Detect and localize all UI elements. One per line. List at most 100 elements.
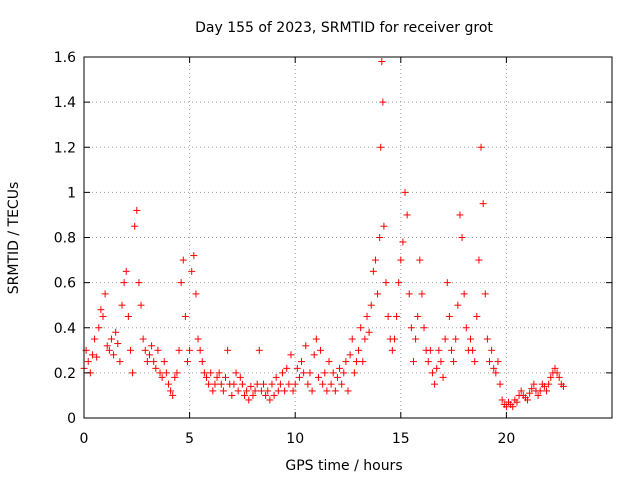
data-point (388, 346, 396, 354)
data-point (443, 279, 451, 287)
y-tick-label: 1.4 (54, 95, 76, 111)
data-point (194, 335, 202, 343)
data-point (222, 373, 230, 381)
data-point (384, 312, 392, 320)
data-point (479, 200, 487, 208)
data-point (103, 342, 111, 350)
data-point (238, 380, 246, 388)
data-point (279, 369, 287, 377)
data-point (164, 380, 172, 388)
data-point (407, 324, 415, 332)
data-point (171, 373, 179, 381)
data-point (420, 324, 428, 332)
data-point (369, 267, 377, 275)
data-point (91, 335, 99, 343)
data-point (378, 58, 386, 66)
x-tick-label: 15 (392, 431, 410, 447)
data-point (547, 373, 555, 381)
data-point (183, 358, 191, 366)
y-tick-label: 1.6 (54, 50, 76, 66)
data-point (466, 335, 474, 343)
data-point (101, 290, 109, 298)
data-point (141, 346, 149, 354)
data-point (390, 335, 398, 343)
data-point (363, 312, 371, 320)
data-point (517, 387, 525, 395)
data-point (234, 387, 242, 395)
data-point (118, 301, 126, 309)
y-tick-label: 0.2 (54, 366, 76, 382)
chart-title: Day 155 of 2023, SRMTID for receiver gro… (195, 20, 493, 36)
data-point (414, 312, 422, 320)
data-point (393, 312, 401, 320)
data-point (276, 380, 284, 388)
data-point (169, 391, 177, 399)
data-point (323, 387, 331, 395)
data-point (327, 380, 335, 388)
data-point (361, 335, 369, 343)
data-point (333, 373, 341, 381)
x-axis-label: GPS time / hours (285, 458, 402, 474)
data-point (192, 290, 200, 298)
data-point (342, 358, 350, 366)
data-point (160, 358, 168, 366)
data-point (409, 358, 417, 366)
data-point (454, 301, 462, 309)
data-point (224, 346, 232, 354)
data-point (131, 222, 139, 230)
data-point (298, 358, 306, 366)
data-point (371, 256, 379, 264)
data-point (137, 301, 145, 309)
x-tick-label: 0 (80, 431, 89, 447)
data-point (230, 380, 238, 388)
data-point (314, 373, 322, 381)
data-point (367, 301, 375, 309)
x-tick-label: 5 (185, 431, 194, 447)
data-point (350, 369, 358, 377)
data-point (95, 324, 103, 332)
data-point (219, 387, 227, 395)
data-point (281, 387, 289, 395)
data-point (380, 222, 388, 230)
data-point (300, 369, 308, 377)
data-point (526, 389, 534, 397)
data-point (245, 396, 253, 404)
data-point (416, 256, 424, 264)
data-point (241, 391, 249, 399)
data-point (488, 346, 496, 354)
data-point (107, 335, 115, 343)
data-point (456, 211, 464, 219)
data-point (88, 351, 96, 359)
data-point (553, 369, 561, 377)
data-point (112, 328, 120, 336)
data-point (135, 279, 143, 287)
data-series (80, 58, 567, 411)
y-tick-label: 0.8 (54, 231, 76, 247)
data-point (524, 396, 532, 404)
data-point (97, 306, 105, 314)
data-point (492, 369, 500, 377)
data-point (534, 391, 542, 399)
data-point (498, 396, 506, 404)
data-point (156, 369, 164, 377)
data-point (530, 380, 538, 388)
data-point (167, 387, 175, 395)
data-point (215, 369, 223, 377)
data-point (205, 380, 213, 388)
data-point (116, 358, 124, 366)
data-point (490, 364, 498, 372)
data-point (93, 353, 101, 361)
data-point (321, 369, 329, 377)
data-point (336, 364, 344, 372)
data-point (317, 346, 325, 354)
data-point (260, 380, 268, 388)
data-point (450, 358, 458, 366)
data-point (475, 256, 483, 264)
data-point (158, 373, 166, 381)
data-point (268, 380, 276, 388)
data-point (99, 312, 107, 320)
data-point (270, 391, 278, 399)
data-point (114, 340, 122, 348)
data-point (188, 267, 196, 275)
data-point (247, 382, 255, 390)
